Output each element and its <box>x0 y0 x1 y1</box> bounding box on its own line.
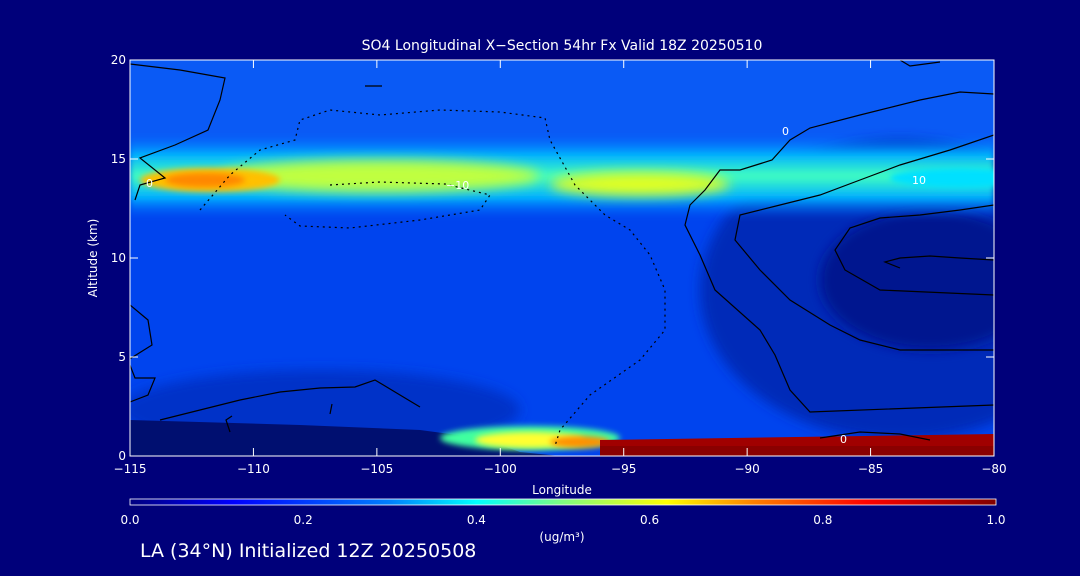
chart-title: SO4 Longitudinal X−Section 54hr Fx Valid… <box>362 38 763 54</box>
y-axis-label: Altitude (km) <box>86 219 100 298</box>
x-axis: −115 −110 −105 −100 −95 −90 −85 −80 <box>114 60 1007 476</box>
y-tick-label: 5 <box>118 350 126 364</box>
colorbar-tick-label: 0.2 <box>294 513 313 527</box>
y-tick-label: 20 <box>111 53 126 67</box>
contour-label: 0 <box>840 433 847 446</box>
colorbar-tick-label: 0.4 <box>467 513 486 527</box>
contour-label: 10 <box>912 174 926 187</box>
x-tick-label: −115 <box>114 462 147 476</box>
x-tick-label: −85 <box>858 462 883 476</box>
colorbar-tick-label: 0.8 <box>813 513 832 527</box>
contour-label: 0 <box>146 177 153 190</box>
y-axis: 0 5 10 15 20 <box>111 53 994 463</box>
x-tick-label: −105 <box>360 462 393 476</box>
x-tick-label: −95 <box>611 462 636 476</box>
x-tick-label: −90 <box>734 462 759 476</box>
colorbar-tick-label: 0.6 <box>640 513 659 527</box>
y-tick-label: 10 <box>111 251 126 265</box>
x-axis-label: Longitude <box>532 483 592 497</box>
x-tick-label: −100 <box>484 462 517 476</box>
colorbar-unit-label: (ug/m³) <box>539 530 584 544</box>
contour-labels: 0 −10 10 0 0 <box>146 125 926 446</box>
colorbar-ticks: 0.0 0.2 0.4 0.6 0.8 1.0 <box>120 513 1005 527</box>
colorbar <box>129 498 997 506</box>
contour-lines <box>130 60 994 441</box>
colorbar-tick-label: 1.0 <box>986 513 1005 527</box>
plot-field <box>130 60 994 456</box>
x-tick-label: −110 <box>237 462 270 476</box>
contour-label: 0 <box>782 125 789 138</box>
contour-label: −10 <box>446 179 469 192</box>
x-tick-label: −80 <box>981 462 1006 476</box>
y-tick-label: 0 <box>118 449 126 463</box>
colorbar-tick-label: 0.0 <box>120 513 139 527</box>
footer-init-text: LA (34°N) Initialized 12Z 20250508 <box>140 540 477 562</box>
y-tick-label: 15 <box>111 152 126 166</box>
